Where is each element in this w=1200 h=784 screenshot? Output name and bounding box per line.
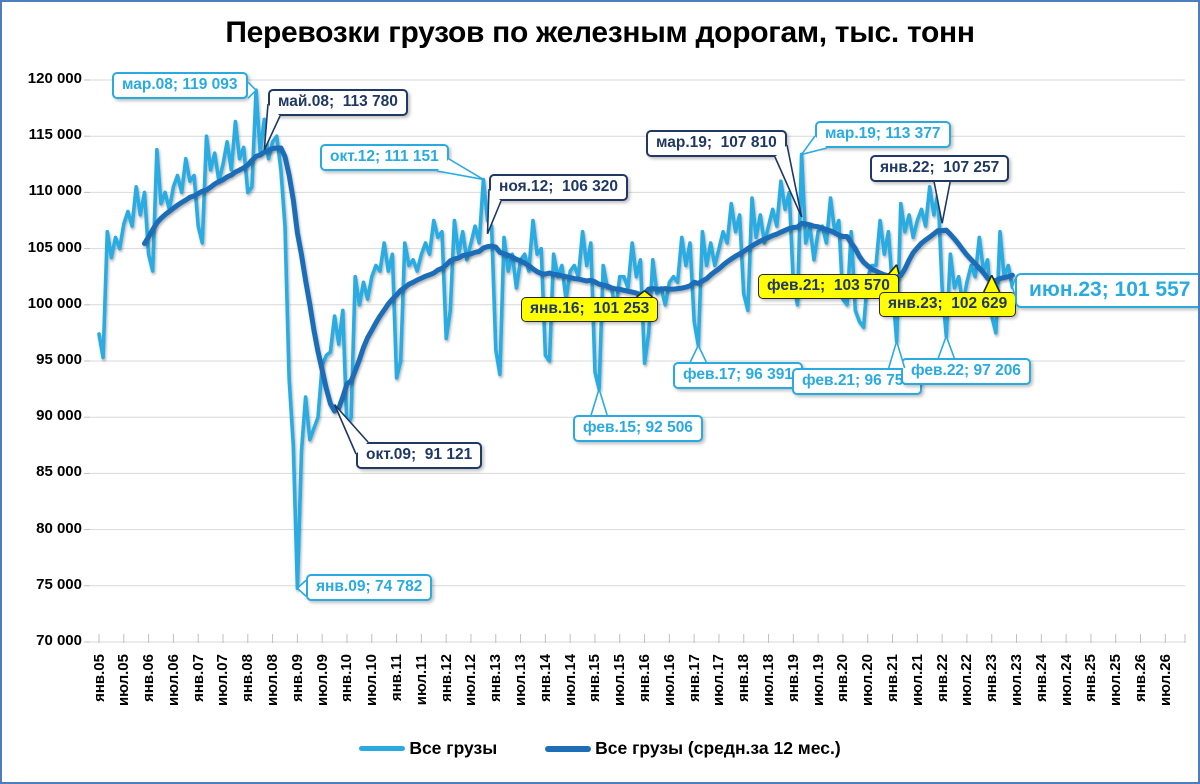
legend-item-average: Все грузы (средн.за 12 мес.) — [545, 738, 841, 759]
x-axis-label: янв.06 — [140, 654, 158, 702]
callout-fev22: фев.22; 97 206 — [901, 358, 1031, 385]
x-axis-label: янв.17 — [685, 654, 703, 702]
x-axis-label: янв.20 — [834, 654, 852, 702]
legend-line-monthly-icon — [359, 746, 406, 751]
callout-yanv23: янв.23; 102 629 — [879, 292, 1017, 317]
legend: Все грузы Все грузы (средн.за 12 мес.) — [2, 738, 1198, 759]
x-axis-label: июл.18 — [760, 654, 778, 707]
x-axis-label: янв.21 — [884, 654, 902, 702]
legend-item-monthly: Все грузы — [359, 738, 497, 759]
y-axis-label: 120 000 — [27, 70, 82, 87]
y-axis-label: 90 000 — [36, 407, 82, 425]
x-axis-label: июл.22 — [958, 654, 976, 707]
y-axis-label: 80 000 — [36, 519, 82, 537]
callout-noya12: ноя.12; 106 320 — [489, 174, 629, 201]
x-axis-label: июл.23 — [1008, 654, 1026, 707]
x-axis-label: янв.18 — [735, 654, 753, 702]
y-axis-label: 95 000 — [36, 351, 82, 368]
x-axis-label: июл.13 — [512, 654, 530, 707]
x-axis-label: июл.12 — [462, 654, 480, 707]
x-axis-label: янв.24 — [1032, 654, 1050, 702]
callout-okt09: окт.09; 91 121 — [356, 442, 483, 469]
x-axis-label: июл.16 — [660, 654, 678, 707]
x-axis-label: янв.09 — [288, 654, 306, 702]
x-axis-label: июл.17 — [710, 654, 728, 707]
series-average-line — [142, 145, 1015, 414]
callout-fev15: фев.15; 92 506 — [573, 415, 703, 442]
callout-iyun23: июн.23; 101 557 — [1015, 273, 1198, 308]
x-axis-label: янв.13 — [487, 654, 505, 702]
callout-mar08: мар.08; 119 093 — [112, 72, 248, 99]
y-axis-label: 70 000 — [36, 632, 82, 649]
x-axis-label: янв.23 — [983, 654, 1001, 702]
x-axis-label: июл.25 — [1107, 654, 1125, 707]
x-axis-label: июл.11 — [412, 654, 430, 706]
x-axis-label: янв.05 — [90, 654, 108, 702]
y-axis-label: 115 000 — [28, 126, 82, 144]
x-axis-label: июл.15 — [611, 654, 629, 707]
legend-label-average: Все грузы (средн.за 12 мес.) — [595, 738, 841, 758]
y-axis-label: 105 000 — [27, 238, 82, 256]
x-axis-label: июл.08 — [264, 654, 282, 707]
x-axis-label: июл.19 — [809, 654, 827, 707]
chart-title: Перевозки грузов по железным дорогам, ты… — [225, 16, 975, 49]
x-axis-label: июл.10 — [363, 654, 381, 707]
x-axis-label: июл.09 — [313, 654, 331, 707]
x-axis-label: июл.06 — [164, 654, 182, 707]
callout-yanv09: янв.09; 74 782 — [306, 574, 433, 601]
x-axis-label: янв.15 — [586, 654, 604, 702]
x-axis-label: июл.26 — [1156, 654, 1174, 707]
callout-okt12: окт.12; 111 151 — [320, 144, 449, 171]
callout-yanv22: янв.22; 107 257 — [870, 155, 1010, 182]
y-axis-label: 75 000 — [36, 575, 82, 593]
callout-fev17: фев.17; 96 391 — [673, 362, 803, 389]
x-axis-label: янв.10 — [338, 654, 356, 702]
callout-yanv16: янв.16; 101 253 — [521, 297, 659, 322]
x-axis-label: янв.07 — [189, 654, 207, 702]
y-axis-label: 85 000 — [36, 463, 82, 481]
x-axis-label: янв.25 — [1082, 654, 1100, 702]
legend-line-average-icon — [545, 745, 592, 752]
x-axis-label: июл.24 — [1057, 654, 1075, 707]
x-axis-label: июл.21 — [908, 654, 926, 707]
x-axis-label: июл.20 — [859, 654, 877, 707]
callout-mar19: мар.19; 113 377 — [815, 121, 951, 148]
legend-label-monthly: Все грузы — [409, 738, 498, 758]
x-axis-label: июл.14 — [561, 654, 579, 707]
callout-fev21-avg: фев.21; 103 570 — [758, 274, 899, 299]
y-axis-label: 100 000 — [27, 294, 82, 312]
x-axis-label: янв.08 — [239, 654, 257, 702]
callout-fev21: фев.21; 96 752 — [792, 368, 922, 395]
callout-may08: май.08; 113 780 — [268, 89, 408, 116]
x-axis-label: янв.12 — [437, 654, 455, 702]
callout-mar19-avg: мар.19; 107 810 — [646, 130, 787, 157]
x-axis-label: янв.22 — [933, 654, 951, 702]
x-axis-label: июл.07 — [214, 654, 232, 707]
y-axis-label: 110 000 — [28, 182, 82, 200]
x-axis-label: июл.05 — [115, 654, 133, 707]
x-axis-label: янв.26 — [1132, 654, 1150, 702]
x-axis-label: янв.19 — [784, 654, 802, 702]
series-monthly-line — [97, 88, 1015, 591]
x-axis-label: янв.16 — [636, 654, 654, 702]
x-axis-label: янв.11 — [388, 654, 406, 702]
x-axis-label: янв.14 — [536, 654, 554, 702]
